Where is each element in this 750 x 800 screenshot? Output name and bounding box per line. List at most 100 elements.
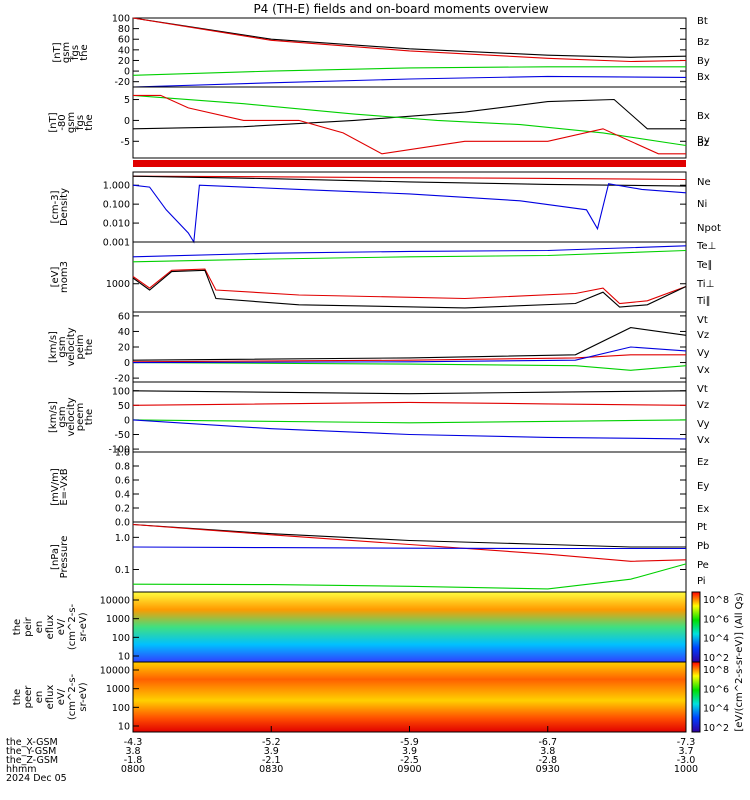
series-Vy [132,362,687,371]
x-tick-label: 3.9 [402,746,417,757]
y-axis-label: the [12,619,23,635]
y-axis-label: sr-eV) [78,612,89,641]
spectrogram-1: 10000 1000 100 10 the peir en eflux eV/(cm^2-s-s… [12,591,729,664]
y-tick-label: 60 [118,35,130,46]
y-axis-label: the [12,689,23,705]
legend-Vt: Vt [697,315,708,326]
x-tick-label: 1000 [674,764,698,775]
y-axis-label: the [84,114,95,130]
colorbar [691,661,701,733]
legend-Bx: Bx [697,72,710,83]
legend-By: By [697,135,710,146]
y-axis-label: fgs [70,45,81,60]
series-Te∥ [132,269,687,309]
y-tick-label: 1000 [106,614,130,625]
panel-frame [132,521,687,593]
series-Bx [132,98,686,130]
y-tick-label: 50 [118,401,130,412]
series-By [132,66,686,76]
colorbar-tick-label: 10^8 [703,665,729,676]
y-axis-label: [mV/m] [50,468,61,506]
orbit-row-label: the_Z-GSM [6,755,58,766]
series-Pt [132,523,686,548]
y-tick-label: 0.1 [115,565,130,576]
y-tick-label: 10 [118,722,130,733]
legend-Bt: Bt [697,16,708,27]
y-axis-label: the [79,44,90,60]
colorbar-tick-label: 10^4 [703,634,729,645]
y-tick-label: 100 [112,14,130,25]
colorbar-tick-label: 10^4 [703,704,729,715]
series-Vx [132,419,687,440]
y-tick-label: 0.100 [103,200,130,211]
x-tick-label: 3.9 [264,746,279,757]
x-tick-label: -7.3 [677,737,696,748]
y-axis-label: eflux [45,685,56,710]
y-tick-label: 100 [112,386,130,397]
y-axis-label: en [34,621,45,634]
y-tick-label: 20 [118,343,130,354]
y-axis-label: E=-VxB [59,468,70,505]
y-tick-label: 5 [124,95,130,106]
series-Vt [132,390,687,395]
x-tick-label: -3.0 [677,755,696,766]
y-tick-label: 0 [124,116,130,127]
y-axis-label: mom3 [59,261,70,293]
y-tick-label: 80 [118,24,130,35]
legend-Vz: Vz [697,400,709,411]
series-Pe [132,563,687,590]
y-axis-label: velocity [66,327,77,366]
y-tick-label: 40 [118,45,130,56]
x-tick-label: -5.2 [262,737,281,748]
spectrogram-image [133,592,686,662]
y-tick-label: 0.6 [115,476,130,487]
series-Ni [132,175,687,187]
y-axis-label: gsm [66,112,77,133]
x-tick-label: -1.8 [124,755,143,766]
series-Ne [132,175,687,181]
series-Vx [132,346,687,364]
legend-Ti∥: Ti∥ [696,296,711,307]
series-Te⊥ [132,268,687,305]
legend-Pb: Pb [697,541,709,552]
y-tick-label: 0 [124,415,130,426]
y-tick-label: -5 [121,137,130,148]
y-tick-label: 0 [124,358,130,369]
y-tick-label: 100 [112,703,130,714]
series-Bz [133,94,686,155]
series-Vt [132,327,687,361]
legend-Bz: Bz [697,138,709,149]
legend-Npot: Npot [697,223,721,234]
legend-Pi: Pi [697,576,706,587]
series-By [132,94,687,147]
colorbar-tick-label: 10^2 [703,653,729,664]
legend-Ni: Ni [697,199,707,210]
panel-7: 1.0 0.8 0.6 0.4 0.2 0.0 E=-VxB[mV/m] Ez Ey Ex [50,448,709,529]
spectrogram-2: 10000 1000 100 10 the peer en eflux eV/(cm^2-s-s… [12,661,729,734]
y-tick-label: 0.001 [103,238,130,249]
legend-Pe: Pe [697,560,709,571]
legend-Ey: Ey [697,481,709,492]
x-tick-label: -2.8 [538,755,557,766]
series-Pb [132,523,687,562]
y-axis-label: sr-eV) [78,682,89,711]
y-tick-label: -20 [114,77,130,88]
y-axis-label: eV/ [56,688,67,705]
y-axis-label: Pressure [59,536,70,579]
series-Ti⊥ [132,245,687,258]
legend-Ne: Ne [697,177,711,188]
colorbar [691,591,701,663]
y-axis-label: gsm [61,42,72,63]
y-axis-label: peim [75,334,86,359]
panel-3: 1.000 0.100 0.010 0.001 Density[cm-3] Ne Ni Npo… [50,171,721,249]
orbit-row-label: the_Y-GSM [6,746,56,757]
panel-frame [132,241,687,313]
y-tick-label: 0.0 [115,518,130,529]
y-axis-label: (cm^2-s- [67,603,78,650]
x-tick-label: -6.7 [538,737,557,748]
y-axis-label: [eV] [50,267,61,288]
y-axis-label: velocity [66,397,77,436]
